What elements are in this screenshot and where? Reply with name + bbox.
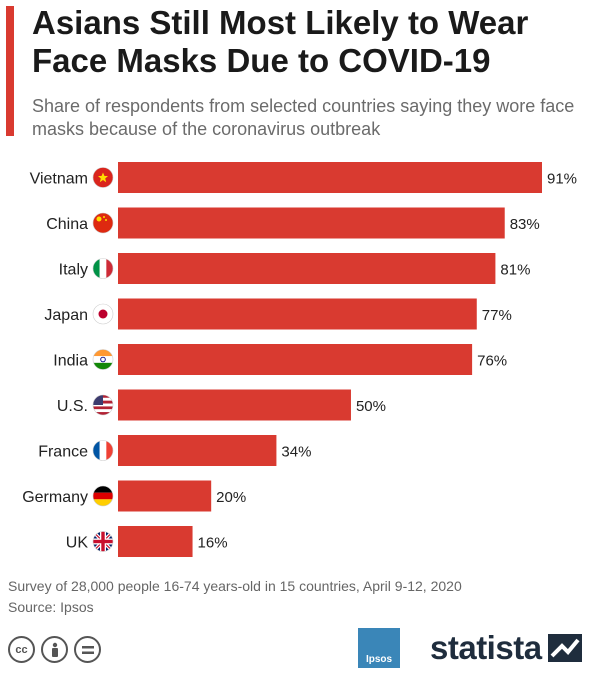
bar [118,526,193,557]
germany-flag-icon [92,485,114,507]
survey-note: Survey of 28,000 people 16-74 years-old … [8,578,462,594]
bar [118,162,542,193]
value-label: 16% [198,535,228,552]
no-derivatives-icon[interactable] [74,636,101,663]
ipsos-logo: Ipsos [358,628,400,668]
value-label: 20% [216,489,246,506]
category-label: France [38,444,88,461]
statista-mark-icon [548,634,582,662]
value-label: 81% [500,262,530,279]
value-label: 76% [477,353,507,370]
value-label: 83% [510,216,540,233]
china-flag-icon [92,212,114,234]
bar [118,480,212,512]
bar-row-italy: Italy 81% [59,253,530,284]
source-note: Source: Ipsos [8,599,94,615]
bar [118,207,505,239]
category-label: U.S. [57,398,88,415]
bar-row-uk: UK 16% [66,526,228,557]
france-flag-icon [92,440,114,461]
bar-chart: Vietnam 91% China 83% Italy 81% Japan 77% India 7… [22,162,577,557]
bar-row-japan: Japan 77% [44,298,512,330]
value-label: 34% [281,444,311,461]
value-label: 77% [482,307,512,324]
bar [118,344,473,375]
category-label: Germany [22,489,88,506]
value-label: 91% [547,171,577,188]
chart-subtitle: Share of respondents from selected count… [32,96,575,139]
title-accent-bar [6,6,14,136]
category-label: India [53,353,88,370]
bar [118,298,477,330]
bar-row-us: U.S. 50% [57,389,386,421]
bar-row-vietnam: Vietnam 91% [30,162,577,193]
vietnam-flag-icon [92,167,114,188]
bar-row-germany: Germany 20% [22,480,246,512]
bar-row-france: France 34% [38,435,311,466]
category-label: UK [66,535,89,552]
bar-row-india: India 76% [53,344,507,375]
statista-logo: statista [430,629,542,666]
india-flag-icon [92,349,114,370]
cc-icon[interactable]: cc [8,636,35,663]
chart-title: Asians Still Most Likely to Wear Face Ma… [32,4,529,79]
category-label: China [46,216,88,233]
italy-flag-icon [92,258,114,279]
category-label: Japan [44,307,88,324]
value-label: 50% [356,398,386,415]
japan-flag-icon [92,303,114,325]
category-label: Italy [59,262,88,279]
license-icons: cc [8,636,101,663]
us-flag-icon [92,394,114,416]
category-label: Vietnam [30,171,88,188]
attribution-icon[interactable] [41,636,68,663]
bar [118,435,277,466]
bar [118,389,351,421]
uk-flag-icon [92,531,114,552]
bar [118,253,496,284]
bar-row-china: China 83% [46,207,540,239]
